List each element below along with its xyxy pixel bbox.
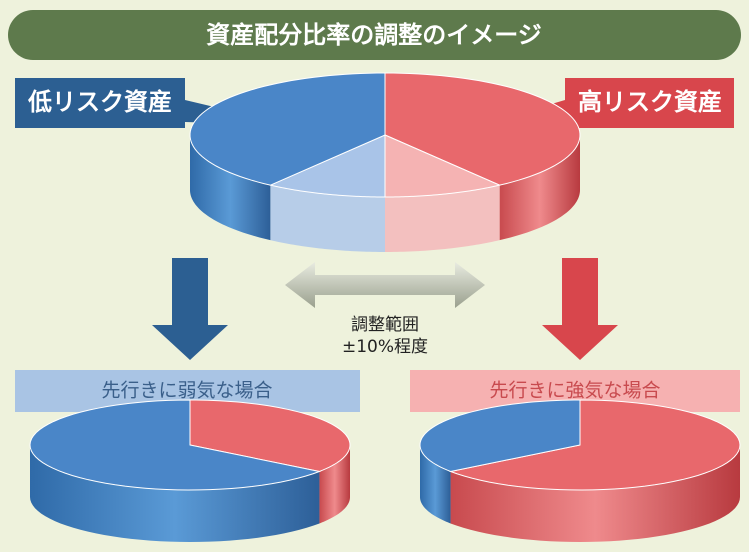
pie-slice — [189, 399, 351, 472]
pie-side — [385, 185, 500, 252]
pie-slice — [29, 399, 322, 491]
adjust-arrow — [285, 262, 485, 308]
caption: 先行きに弱気な場合 — [101, 380, 272, 402]
pie-slice — [268, 134, 386, 198]
pie-side — [499, 135, 580, 241]
arrow-down-blue — [152, 258, 228, 360]
pie-side — [450, 445, 740, 542]
title: 資産配分比率の調整のイメージ — [206, 21, 542, 49]
pie-slice — [448, 399, 741, 491]
pie-slice — [384, 134, 502, 198]
arrow-down-red — [542, 258, 618, 360]
adjust-line: ±10%程度 — [342, 337, 428, 357]
pie-slice — [419, 399, 581, 472]
pie-side — [190, 135, 271, 241]
pie-slice — [189, 72, 386, 186]
pie-slice — [384, 72, 581, 186]
pie-side — [420, 445, 451, 524]
pie-side — [319, 445, 350, 524]
pie-side — [270, 185, 385, 252]
adjust-line: 調整範囲 — [351, 315, 419, 335]
low-label: 低リスク資産 — [27, 88, 172, 116]
caption: 先行きに強気な場合 — [489, 380, 660, 402]
title-bar — [8, 10, 741, 60]
high-label: 高リスク資産 — [578, 88, 722, 116]
pie-side — [30, 445, 320, 542]
